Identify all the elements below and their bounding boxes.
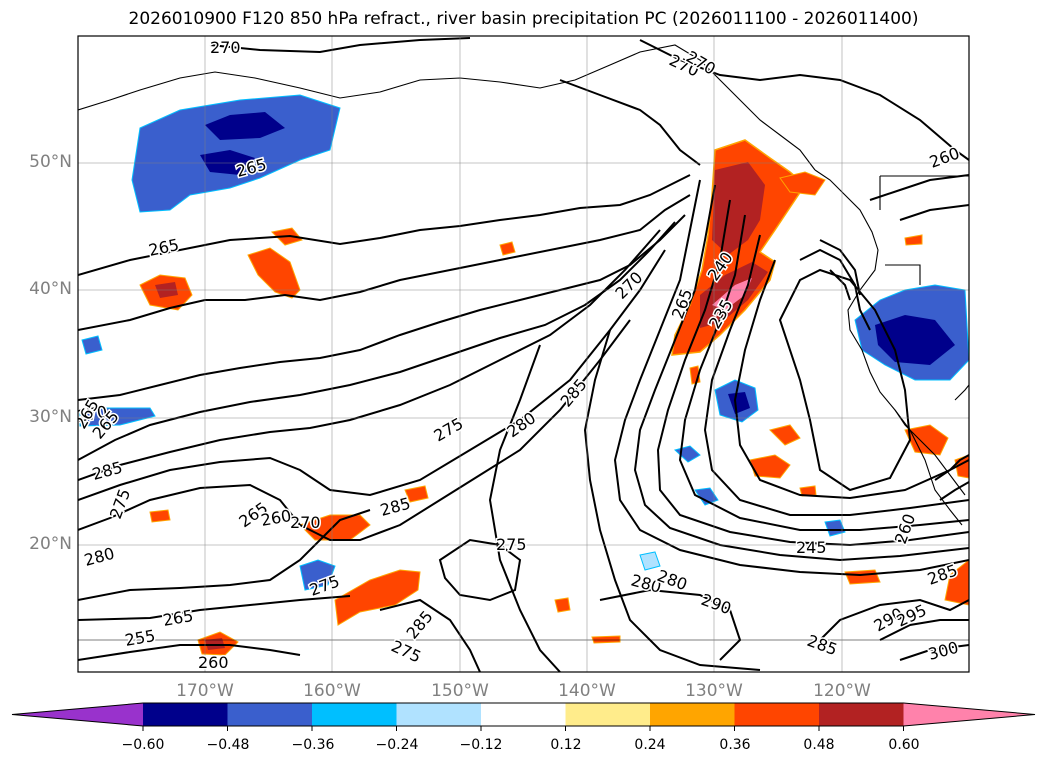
colorbar-bin <box>819 703 904 726</box>
contour-label: 260 <box>198 653 229 672</box>
lat-label-30n: 30°N <box>29 407 72 427</box>
colorbar-tick-5: −0.12 <box>459 737 503 753</box>
colorbar-tick-2: −0.48 <box>206 737 250 753</box>
colorbar-tick-7: 0.24 <box>634 737 666 753</box>
lon-label-170w: 170°W <box>176 681 234 701</box>
coastline-alaska <box>78 44 816 171</box>
colorbar-tick-1: −0.60 <box>121 737 165 753</box>
contour-label: 275 <box>496 535 527 554</box>
colorbar-tick-8: 0.36 <box>719 737 751 753</box>
coastline-bc <box>814 169 966 496</box>
lat-label-20n: 20°N <box>29 534 72 554</box>
colorbar-tick-9: 0.48 <box>803 737 835 753</box>
colorbar-bin <box>734 703 820 726</box>
map-title: 2026010900 F120 850 hPa refract., river … <box>128 9 919 29</box>
lon-label-160w: 160°W <box>303 681 361 701</box>
map-frame <box>77 35 970 673</box>
colorbar-extend-max <box>903 703 1035 726</box>
lat-label-40n: 40°N <box>29 279 72 299</box>
colorbar-extend-min <box>12 703 143 726</box>
colorbar-bin <box>396 703 482 726</box>
colorbar-tick-6: 0.12 <box>550 737 582 753</box>
colorbar-bin <box>227 703 313 726</box>
colorbar-bin <box>565 703 651 726</box>
graticule <box>78 36 969 672</box>
colorbar-bin <box>143 703 228 726</box>
colorbar <box>11 702 1036 731</box>
colorbar-bin <box>481 703 566 726</box>
colorbar-bin <box>312 703 397 726</box>
lon-label-130w: 130°W <box>685 681 743 701</box>
lon-label-120w: 120°W <box>813 681 871 701</box>
lon-label-140w: 140°W <box>558 681 616 701</box>
contour-label: 270 <box>290 513 321 532</box>
contour-label: 270 <box>210 38 241 57</box>
colorbar-tick-4: −0.24 <box>375 737 419 753</box>
colorbar-tick-10: 0.60 <box>888 737 920 753</box>
lon-label-150w: 150°W <box>431 681 489 701</box>
lat-label-50n: 50°N <box>29 152 72 172</box>
coastline-baja <box>894 409 963 526</box>
colorbar-bin <box>650 703 735 726</box>
contour-label: 245 <box>796 538 827 557</box>
colorbar-tick-3: −0.36 <box>291 737 335 753</box>
